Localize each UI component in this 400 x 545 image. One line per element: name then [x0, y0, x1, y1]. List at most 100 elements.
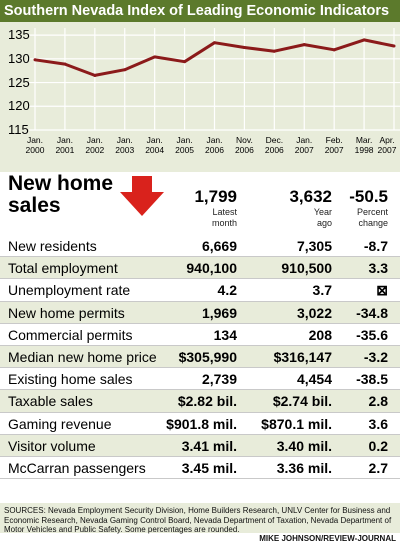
- data-point: [302, 43, 306, 47]
- table-row: New home permits 1,969 3,022 -34.8: [0, 301, 400, 324]
- x-tick-year: 2007: [324, 145, 344, 155]
- x-tick-month: Jan.: [116, 135, 133, 145]
- table-row: Unemployment rate 4.2 3.7 ⊠: [0, 279, 400, 302]
- x-tick-month: Jan.: [146, 135, 163, 145]
- row-label: Visitor volume: [8, 437, 96, 454]
- x-tick-year: 2007: [377, 145, 397, 155]
- row-percent-change: 2.7: [368, 459, 388, 476]
- y-tick-label: 120: [8, 98, 30, 114]
- percent-change-caption: Percent change: [357, 207, 388, 229]
- x-tick-label: Jan. 2000: [15, 135, 55, 155]
- table-row: Existing home sales 2,739 4,454 -38.5: [0, 368, 400, 391]
- row-percent-change: 3.3: [368, 260, 388, 277]
- table-row: Visitor volume 3.41 mil. 3.40 mil. 0.2: [0, 434, 400, 457]
- x-tick-label: Jan. 2003: [105, 135, 145, 155]
- sources-note: SOURCES: Nevada Employment Security Divi…: [0, 503, 400, 534]
- row-year-ago-value: 3,022: [296, 304, 332, 321]
- row-year-ago-value: 7,305: [296, 238, 332, 254]
- latest-caption-line1: Latest: [212, 207, 237, 217]
- data-point: [213, 41, 216, 45]
- indicator-table: New residents 6,669 7,305 -8.7 Total employm…: [0, 235, 400, 480]
- data-point: [332, 48, 336, 52]
- year-ago-caption-line2: ago: [316, 218, 332, 228]
- x-tick-year: 2002: [85, 145, 105, 155]
- data-point: [63, 62, 67, 66]
- line-chart: 115 120 125 130 135 Jan. 2000 Jan. 2001 Jan. 2002…: [0, 22, 400, 172]
- row-percent-change: -35.6: [356, 326, 388, 343]
- row-label: New home permits: [8, 304, 125, 321]
- x-tick-label: Jan. 2006: [195, 135, 235, 155]
- x-tick-month: Jan.: [206, 135, 223, 145]
- row-latest-value: 3.41 mil.: [181, 437, 237, 454]
- x-tick-month: Jan.: [26, 135, 44, 145]
- new-home-sales-latest: 1,799: [194, 187, 237, 206]
- row-year-ago-value: $2.74 bil.: [272, 393, 332, 410]
- chart-title: Southern Nevada Index of Leading Economi…: [0, 0, 400, 22]
- data-point: [93, 73, 97, 77]
- row-latest-value: 2,739: [201, 371, 237, 388]
- chart-svg: [29, 28, 400, 131]
- x-tick-label: Apr. 2007: [367, 135, 400, 155]
- row-percent-change: -34.8: [356, 304, 388, 321]
- x-tick-year: 2003: [115, 145, 135, 155]
- row-percent-change: 0.2: [368, 437, 388, 454]
- new-home-sales-label-line2: sales: [8, 194, 61, 217]
- x-tick-year: 2001: [55, 145, 75, 155]
- row-label: Existing home sales: [8, 371, 133, 388]
- table-row: Commercial permits 134 208 -35.6: [0, 324, 400, 346]
- table-row: McCarran passengers 3.45 mil. 3.36 mil. 2.7: [0, 457, 400, 480]
- x-tick-label: Mar. 1998: [344, 135, 384, 155]
- new-home-sales-change: -50.5: [349, 187, 388, 206]
- x-tick-month: Mar.: [355, 135, 373, 145]
- new-home-sales-label: New home sales: [8, 173, 113, 217]
- table-row: Total employment 940,100 910,500 3.3: [0, 257, 400, 280]
- data-point: [242, 45, 246, 49]
- row-label: Gaming revenue: [8, 415, 112, 432]
- table-row: New residents 6,669 7,305 -8.7: [0, 235, 400, 258]
- change-caption-line2: change: [358, 218, 388, 228]
- row-latest-value: $901.8 mil.: [166, 415, 237, 432]
- data-point: [153, 55, 157, 59]
- row-percent-change: ⊠: [376, 282, 388, 299]
- row-year-ago-value: 3.36 mil.: [276, 459, 332, 476]
- row-percent-change: -3.2: [363, 348, 388, 365]
- row-year-ago-value: 3.7: [312, 282, 332, 299]
- new-home-sales-year-ago: 3,632: [289, 187, 332, 206]
- x-tick-year: 2005: [175, 145, 195, 155]
- row-latest-value: $2.82 bil.: [177, 393, 237, 410]
- x-tick-label: Nov. 2006: [224, 135, 264, 155]
- y-tick-label: 115: [8, 122, 29, 137]
- year-ago-caption-line1: Year: [313, 207, 332, 217]
- x-tick-month: Feb.: [325, 135, 343, 145]
- row-label: Total employment: [8, 260, 118, 277]
- row-label: McCarran passengers: [8, 459, 146, 476]
- y-tick-label: 130: [8, 50, 30, 66]
- row-percent-change: 3.6: [368, 415, 388, 432]
- row-label: New residents: [8, 238, 97, 254]
- x-tick-year: 2006: [205, 145, 224, 155]
- x-tick-month: Jan.: [176, 135, 193, 145]
- x-tick-label: Jan. 2005: [165, 135, 205, 155]
- data-point: [123, 68, 127, 72]
- data-point: [183, 60, 187, 64]
- row-latest-value: 1,969: [201, 304, 237, 321]
- row-year-ago-value: 4,454: [296, 371, 332, 388]
- row-latest-value: 940,100: [186, 260, 237, 277]
- row-label: Unemployment rate: [8, 282, 131, 299]
- row-year-ago-value: $316,147: [273, 348, 332, 365]
- row-latest-value: 4.2: [217, 282, 237, 299]
- x-tick-label: Jan. 2002: [75, 135, 115, 155]
- row-label: Taxable sales: [8, 393, 93, 410]
- row-year-ago-value: 3.40 mil.: [276, 437, 332, 454]
- row-latest-value: 6,669: [201, 238, 237, 254]
- x-tick-month: Jan.: [86, 135, 103, 145]
- row-year-ago-value: $870.1 mil.: [261, 415, 332, 432]
- y-tick-label: 125: [8, 74, 30, 90]
- table-row: Median new home price $305,990 $316,147 -3.…: [0, 345, 400, 369]
- row-latest-value: 3.45 mil.: [181, 459, 237, 476]
- row-year-ago-value: 208: [308, 326, 332, 343]
- y-tick-label: 135: [8, 27, 30, 43]
- down-arrow-icon: [120, 176, 164, 216]
- row-label: Commercial permits: [8, 326, 133, 343]
